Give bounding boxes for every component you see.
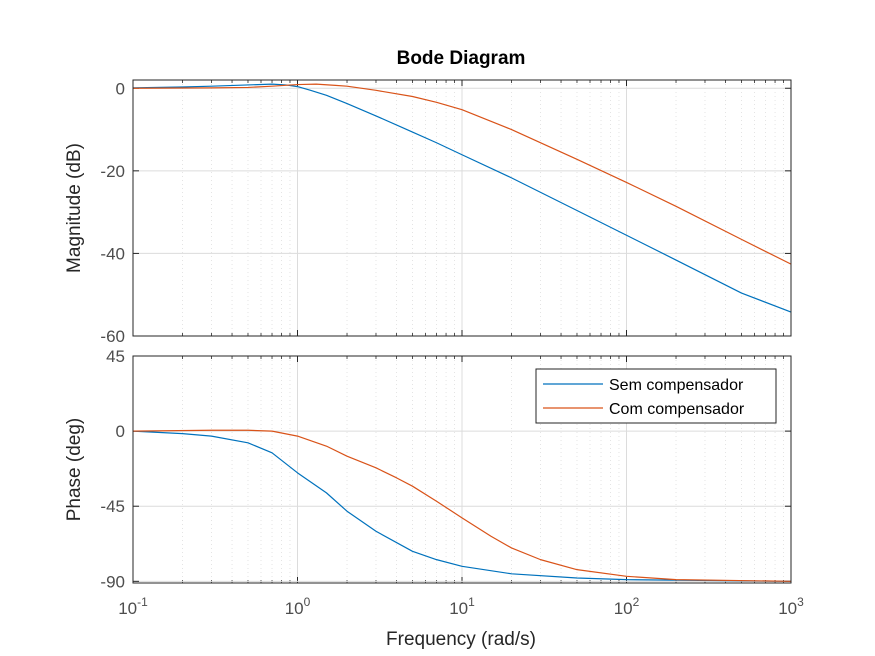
magnitude-y-tick-label: -60 <box>100 327 125 346</box>
legend-label-sem: Sem compensador <box>609 377 744 394</box>
legend-label-com: Com compensador <box>609 401 745 418</box>
x-tick-label: 102 <box>614 595 640 618</box>
magnitude-panel: 0 -20 -40 -60 Magnitude (dB) <box>64 79 792 346</box>
magnitude-y-tick-label: -20 <box>100 162 125 181</box>
legend: Sem compensador Com compensador <box>535 368 777 424</box>
magnitude-y-tick-label: 0 <box>116 79 125 98</box>
x-tick-label: 103 <box>778 595 804 618</box>
phase-series-com <box>132 429 792 582</box>
x-tick-label: 100 <box>285 595 311 618</box>
magnitude-series-sem <box>132 83 792 313</box>
magnitude-axes-frame <box>132 79 792 337</box>
phase-axes-frame <box>132 355 792 584</box>
phase-y-tick-label: 45 <box>106 347 125 366</box>
phase-y-tick-label: 0 <box>116 422 125 441</box>
phase-y-tick-label: -45 <box>100 497 125 516</box>
x-tick-label: 101 <box>449 595 475 618</box>
phase-series-sem <box>132 430 792 582</box>
x-tick-label: 10-1 <box>118 595 148 618</box>
x-tick-labels: 10-1 100 101 102 103 <box>118 595 804 618</box>
phase-y-axis-label: Phase (deg) <box>64 418 85 522</box>
legend-box <box>535 368 777 424</box>
magnitude-y-axis-label: Magnitude (dB) <box>64 143 85 273</box>
magnitude-y-tick-label: -40 <box>100 244 125 263</box>
x-axis-label: Frequency (rad/s) <box>386 629 536 650</box>
chart-title: Bode Diagram <box>397 48 526 69</box>
magnitude-series-com <box>132 83 792 265</box>
phase-y-tick-label: -90 <box>100 572 125 591</box>
